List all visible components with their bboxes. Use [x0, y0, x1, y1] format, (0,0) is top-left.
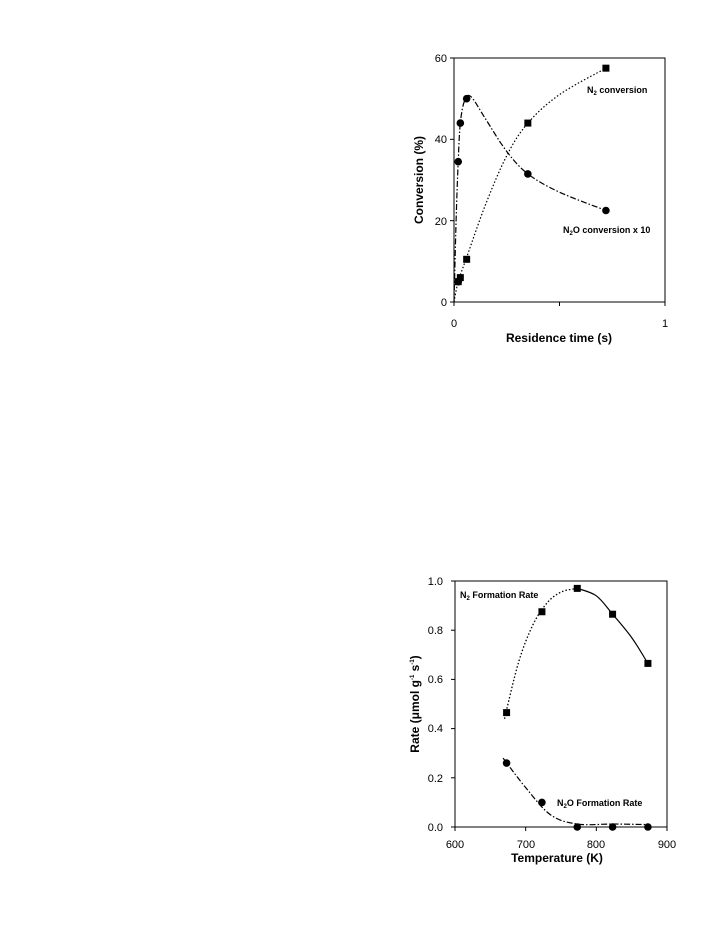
y-tick-label: 1.0	[428, 576, 443, 588]
chart-formation-rate: 0.0 0.2 0.4 0.6 0.8 1.0 600 700 800 900 …	[408, 576, 676, 865]
n2o-rate-annotation: N2O Formation Rate	[557, 798, 642, 810]
n2o-conversion-point	[462, 94, 471, 103]
annot-text: O conversion x 10	[573, 225, 651, 235]
n2o-conversion-curve	[453, 94, 607, 303]
n2o-rate-curve	[502, 757, 648, 826]
tick-marks	[450, 57, 666, 306]
y-tick-label: 40	[435, 134, 447, 146]
n2o-conversion-point	[602, 206, 610, 215]
n2-rate-point	[503, 709, 511, 717]
chart-conversion: 0 20 40 60 0 1 Residence time (s) Conver…	[412, 53, 668, 345]
annot-subscript: 2	[570, 231, 574, 237]
ylabel-part: Rate (μmol g	[408, 680, 422, 753]
y-tick-label: 60	[435, 53, 447, 65]
n2-rate-points	[503, 584, 652, 717]
annot-text: N	[460, 590, 467, 600]
y-tick-label: 0	[441, 297, 447, 309]
n2-conversion-point	[524, 119, 532, 127]
n2-rate-point	[573, 584, 581, 592]
x-tick-label: 900	[658, 839, 676, 851]
n2o-rate-points	[502, 759, 652, 831]
n2-rate-point	[609, 610, 617, 618]
n2-conversion-points	[454, 64, 610, 286]
annot-text: N	[557, 798, 564, 808]
annot-text: Formation Rate	[470, 590, 539, 600]
n2-conversion-curve	[453, 67, 607, 303]
ylabel-part: )	[408, 655, 422, 659]
y-tick-label: 0.4	[428, 723, 443, 735]
n2-rate-curve-dotted	[503, 587, 578, 719]
n2o-conversion-point	[524, 170, 532, 178]
n2-rate-curve	[577, 587, 649, 664]
annot-text: N	[563, 225, 570, 235]
annot-text: N	[587, 85, 594, 95]
x-tick-label: 600	[446, 839, 464, 851]
annot-subscript: 2	[594, 91, 598, 97]
y-axis-label: Conversion (%)	[412, 136, 426, 224]
plot-frame	[454, 580, 668, 828]
y-tick-label: 0.2	[428, 773, 443, 785]
n2-rate-annotation: N2 Formation Rate	[460, 590, 538, 602]
n2-conversion-point	[463, 255, 471, 263]
ylabel-superscript: -1	[410, 674, 416, 680]
n2o-rate-point	[538, 798, 546, 807]
n2o-conversion-annotation: N2O conversion x 10	[563, 225, 650, 237]
tick-labels: 0 20 40 60 0 1	[435, 53, 668, 330]
n2-rate-point	[538, 608, 546, 616]
n2o-conversion-point	[456, 119, 465, 127]
n2-conversion-point	[456, 274, 464, 282]
y-tick-label: 20	[435, 216, 447, 228]
n2o-conversion-points	[454, 94, 610, 286]
n2o-conversion-point	[454, 277, 463, 286]
y-tick-label: 0.8	[428, 625, 443, 637]
n2o-rate-point	[502, 759, 511, 767]
x-axis-label: Temperature (K)	[511, 851, 603, 865]
tick-labels: 0.0 0.2 0.4 0.6 0.8 1.0 600 700 800 900	[428, 576, 676, 851]
n2o-rate-point	[573, 823, 582, 831]
annot-text: conversion	[597, 85, 648, 95]
y-tick-label: 0.0	[428, 822, 443, 834]
n2o-conversion-point	[454, 157, 463, 166]
y-tick-label: 0.6	[428, 674, 443, 686]
n2-rate-point	[644, 659, 652, 667]
n2-conversion-annotation: N2 conversion	[587, 85, 647, 97]
annot-text: O Formation Rate	[567, 798, 643, 808]
x-tick-label: 0	[451, 318, 457, 330]
annot-subscript: 2	[467, 596, 471, 602]
annot-subscript: 2	[564, 804, 568, 810]
n2-conversion-point	[602, 64, 610, 72]
y-axis-label: Rate (μmol g-1 s-1)	[408, 655, 422, 752]
x-tick-label: 1	[662, 318, 668, 330]
n2o-rate-point	[644, 823, 652, 831]
x-axis-label: Residence time (s)	[506, 331, 612, 345]
n2o-rate-point	[608, 823, 617, 831]
tick-marks	[451, 580, 668, 831]
ylabel-part: s	[408, 664, 422, 674]
x-tick-label: 700	[517, 839, 535, 851]
x-tick-label: 800	[587, 839, 605, 851]
ylabel-superscript: -1	[410, 659, 416, 665]
